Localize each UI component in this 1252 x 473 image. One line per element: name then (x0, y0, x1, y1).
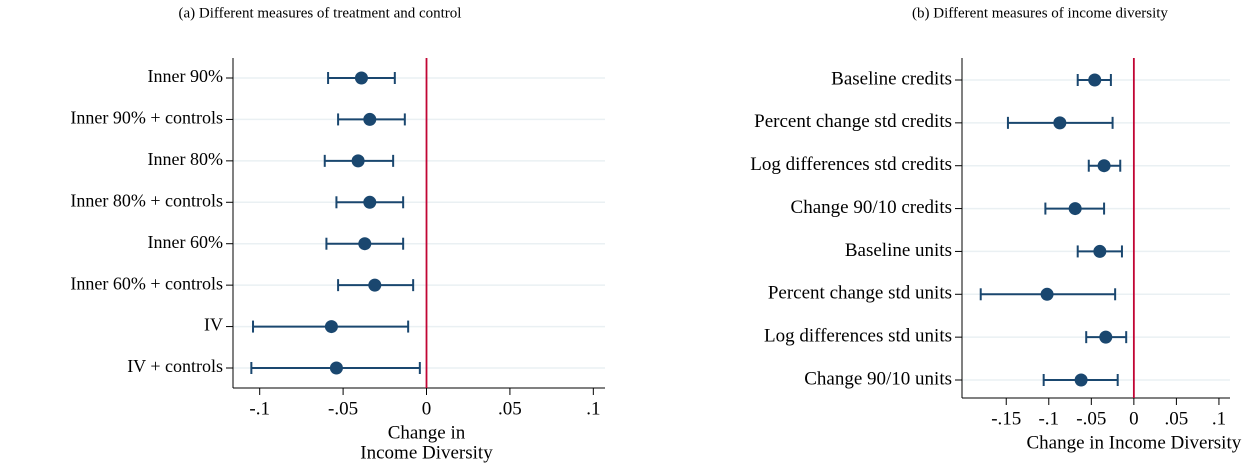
y-tick-label: Inner 90% (148, 66, 223, 86)
x-axis-label: Change in (388, 422, 466, 443)
y-tick-label: Log differences std credits (750, 154, 952, 175)
y-tick-label: Baseline credits (831, 68, 952, 89)
x-tick-label: -.05 (1076, 408, 1106, 429)
y-tick-label: Percent change std credits (754, 111, 952, 132)
x-tick-label: -.15 (991, 408, 1021, 429)
point-estimate (363, 112, 377, 126)
y-tick-label: Change 90/10 units (804, 368, 952, 389)
y-tick-label: Inner 80% + controls (70, 190, 223, 210)
y-tick-label: Inner 60% + controls (70, 273, 223, 293)
point-estimate (1053, 116, 1067, 130)
point-estimate (363, 195, 377, 209)
point-estimate (351, 154, 365, 168)
point-estimate (358, 237, 372, 251)
y-tick-label: IV (204, 315, 223, 335)
x-tick-label: 0 (422, 398, 432, 419)
y-tick-label: Inner 80% (148, 149, 223, 169)
y-tick-label: Baseline units (845, 240, 952, 261)
y-tick-label: Inner 60% (148, 232, 223, 252)
point-estimate (1099, 330, 1113, 344)
point-estimate (1040, 287, 1054, 301)
x-tick-label: -.1 (249, 398, 270, 419)
y-tick-label: Percent change std units (768, 283, 952, 304)
y-tick-label: Log differences std units (764, 326, 952, 347)
x-tick-label: -.05 (328, 398, 358, 419)
x-tick-label: .05 (498, 398, 522, 419)
point-estimate (1093, 244, 1107, 258)
panel-title: (b) Different measures of income diversi… (912, 5, 1168, 21)
x-tick-label: -.1 (1038, 408, 1059, 429)
point-estimate (354, 71, 368, 85)
y-tick-label: IV + controls (127, 356, 223, 376)
x-tick-label: .1 (586, 398, 600, 419)
x-axis-label: Change in Income Diversity (1026, 432, 1241, 453)
point-estimate (1097, 159, 1111, 173)
x-tick-label: .1 (1212, 408, 1226, 429)
point-estimate (1074, 373, 1088, 387)
panel-title: (a) Different measures of treatment and … (179, 5, 462, 21)
y-tick-label: Change 90/10 credits (791, 197, 952, 218)
y-tick-label: Inner 90% + controls (70, 108, 223, 128)
point-estimate (329, 361, 343, 375)
point-estimate (1088, 73, 1102, 87)
point-estimate (1068, 202, 1082, 216)
x-tick-label: .05 (1165, 408, 1189, 429)
x-axis-label: Income Diversity (360, 442, 493, 463)
x-tick-label: 0 (1129, 408, 1139, 429)
point-estimate (324, 320, 338, 334)
point-estimate (368, 278, 382, 292)
